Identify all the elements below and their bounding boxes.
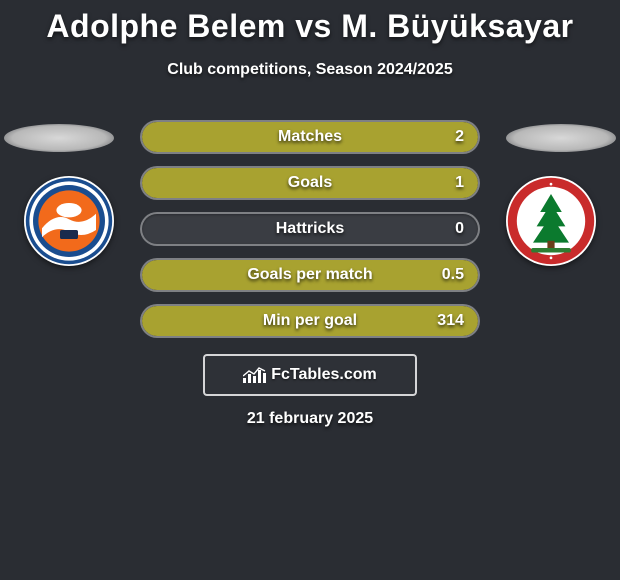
stat-row: Hattricks0 bbox=[140, 212, 480, 246]
stat-row-label: Matches bbox=[142, 122, 478, 152]
page-title: Adolphe Belem vs M. Büyüksayar bbox=[0, 8, 620, 45]
umraniyespor-icon bbox=[506, 176, 596, 266]
shadow-ellipse-right bbox=[506, 124, 616, 152]
stat-row: Goals per match0.5 bbox=[140, 258, 480, 292]
comparison-card: Adolphe Belem vs M. Büyüksayar Club comp… bbox=[0, 0, 620, 580]
team-badge-right bbox=[506, 176, 596, 266]
brand-text: FcTables.com bbox=[271, 366, 377, 384]
stat-row-value: 314 bbox=[437, 306, 464, 336]
subtitle: Club competitions, Season 2024/2025 bbox=[0, 61, 620, 79]
stat-row-value: 0 bbox=[455, 214, 464, 244]
bar-chart-icon bbox=[243, 366, 267, 384]
stat-row-label: Min per goal bbox=[142, 306, 478, 336]
stat-row-label: Goals per match bbox=[142, 260, 478, 290]
date-text: 21 february 2025 bbox=[0, 410, 620, 428]
stat-row-value: 2 bbox=[455, 122, 464, 152]
stat-row: Goals1 bbox=[140, 166, 480, 200]
shadow-ellipse-left bbox=[4, 124, 114, 152]
stat-row: Min per goal314 bbox=[140, 304, 480, 338]
stat-row-value: 1 bbox=[455, 168, 464, 198]
stat-row-label: Goals bbox=[142, 168, 478, 198]
stat-row: Matches2 bbox=[140, 120, 480, 154]
stat-row-value: 0.5 bbox=[442, 260, 464, 290]
stat-rows: Matches2Goals1Hattricks0Goals per match0… bbox=[140, 120, 480, 350]
stat-row-label: Hattricks bbox=[142, 214, 478, 244]
team-badge-left bbox=[24, 176, 114, 266]
brand-box: FcTables.com bbox=[203, 354, 417, 396]
adanaspor-icon bbox=[24, 176, 114, 266]
